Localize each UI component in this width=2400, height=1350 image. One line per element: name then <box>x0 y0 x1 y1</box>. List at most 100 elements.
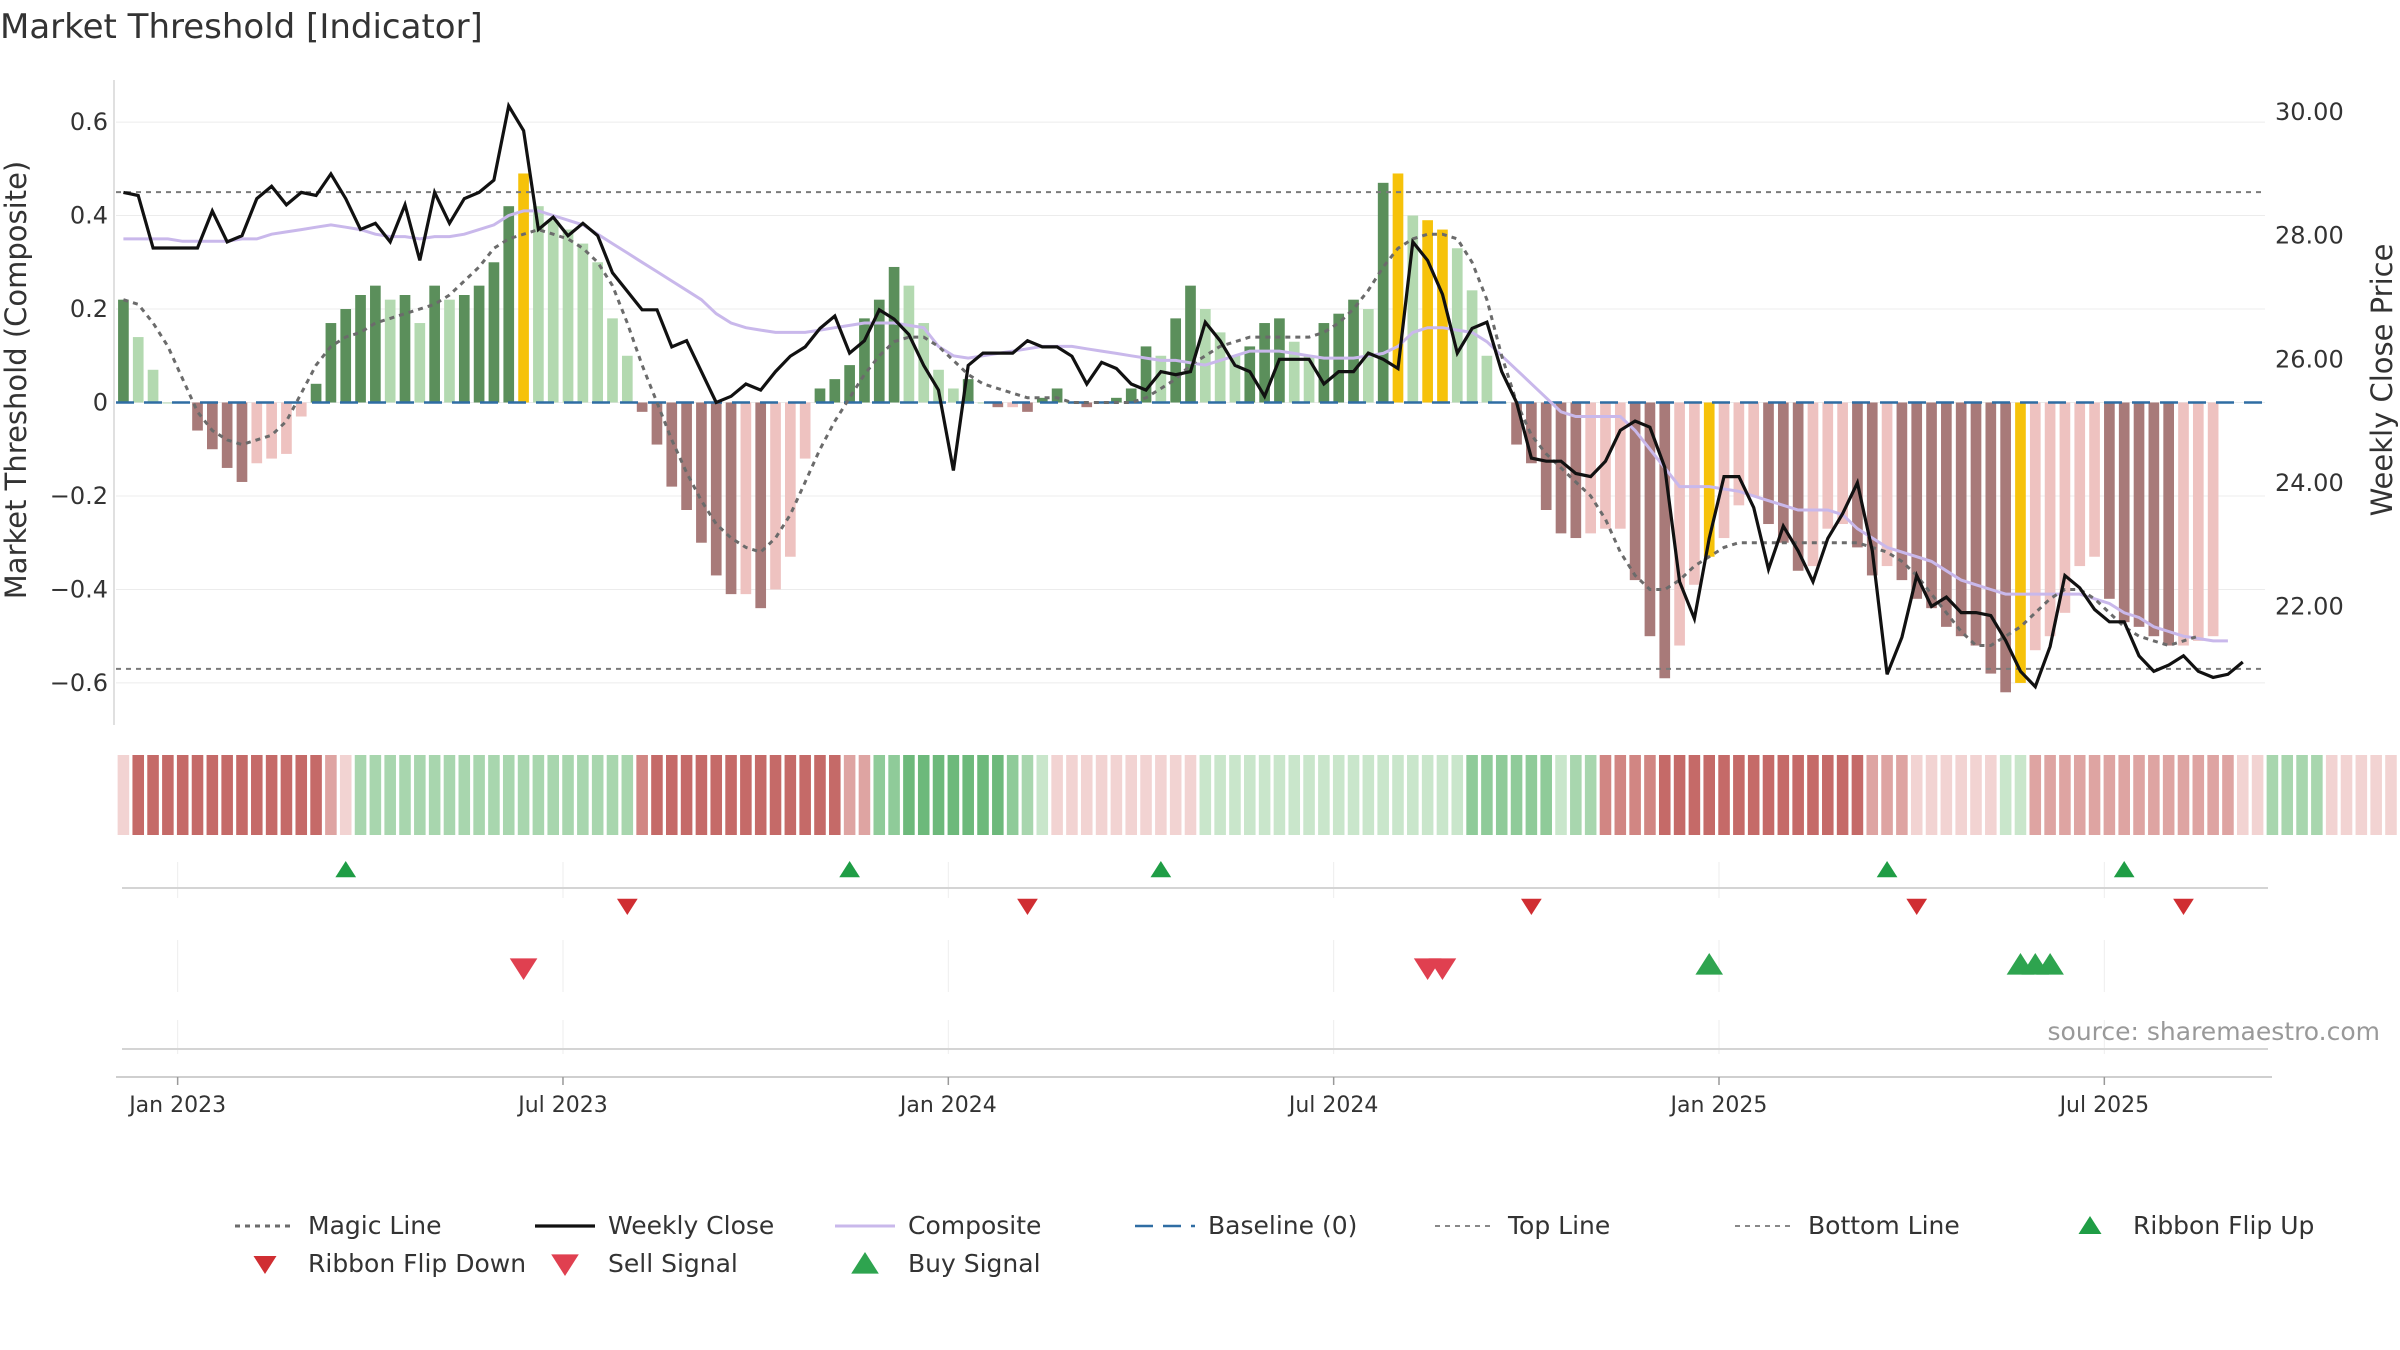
ribbon-cell <box>2059 755 2071 835</box>
ribbon-cell <box>725 755 737 835</box>
composite-bar <box>2044 402 2056 637</box>
ribbon-cell <box>2236 755 2249 835</box>
ribbon-cell <box>2118 755 2130 835</box>
composite-bar <box>948 388 959 403</box>
y2-tick-label: 22.00 <box>2275 592 2344 620</box>
ribbon-cell <box>1021 755 1034 835</box>
ribbon-cell <box>458 755 471 835</box>
composite-bar <box>2000 402 2011 693</box>
ribbon-cell <box>1762 755 1775 835</box>
composite-bar <box>1481 355 1493 403</box>
composite-bar <box>636 402 648 412</box>
y-axis-right: 30.00 28.00 26.00 24.00 22.00 <box>2275 98 2344 620</box>
y2-tick-label: 28.00 <box>2275 222 2344 250</box>
legend-item: Buy Signal <box>851 1249 1041 1278</box>
composite-bar <box>562 229 574 403</box>
composite-bar <box>1051 388 1063 403</box>
composite-bar <box>1377 182 1389 403</box>
ribbon-cell <box>1540 755 1552 835</box>
composite-bar <box>859 318 870 403</box>
ribbon-cell <box>2207 755 2219 835</box>
composite-bar <box>2148 402 2160 637</box>
ribbon-cell <box>1377 755 1389 835</box>
composite-bar <box>592 262 604 403</box>
composite-bar <box>2015 402 2026 683</box>
composite-bar <box>1866 402 1878 576</box>
composite-bar <box>281 402 292 454</box>
magic-line <box>122 228 2199 648</box>
legend-label: Buy Signal <box>908 1249 1041 1278</box>
ribbon-cell <box>1051 755 1063 835</box>
composite-bar <box>710 402 722 576</box>
ribbon-cell <box>1733 755 1745 835</box>
composite-bar <box>1881 402 1893 567</box>
composite-bar <box>888 266 900 403</box>
composite-bar <box>488 262 500 403</box>
ribbon-flip-up-marker <box>2113 861 2135 878</box>
composite-bar <box>2029 402 2041 651</box>
legend-item: Top Line <box>1435 1211 1610 1240</box>
y-axis-left: 0.6 0.4 0.2 0 −0.2 −0.4 −0.6 <box>50 80 115 725</box>
ribbon-cell <box>1866 755 1879 835</box>
composite-bar <box>444 299 455 403</box>
composite-bar <box>132 337 144 403</box>
legend-swatch <box>253 1256 277 1274</box>
composite-bar <box>1022 402 1033 412</box>
composite-bar <box>473 285 485 403</box>
composite-bar <box>251 402 263 464</box>
composite-bar <box>1792 402 1804 571</box>
ribbon-cell <box>1229 755 1241 835</box>
ribbon-cell <box>1896 755 1908 835</box>
ribbon-cell <box>1155 755 1167 835</box>
y-tick-label: −0.6 <box>50 669 108 697</box>
ribbon-cell <box>1629 755 1641 835</box>
ribbon-cell <box>888 755 900 835</box>
legend-item: Bottom Line <box>1735 1211 1960 1240</box>
legend-swatch <box>551 1254 579 1276</box>
composite-bar <box>221 402 233 468</box>
ribbon-cell <box>132 755 145 835</box>
ribbon-cell <box>1673 755 1686 835</box>
ribbon-cell <box>191 755 204 835</box>
ribbon-cell <box>1347 755 1360 835</box>
ribbon-cell <box>310 755 322 835</box>
ribbon-cell <box>384 755 396 835</box>
ribbon-flip-up-marker <box>1876 861 1898 878</box>
ribbon-cell <box>1881 755 1893 835</box>
ribbon-cell <box>280 755 293 835</box>
ribbon-cell <box>517 755 530 835</box>
composite-bar <box>1659 402 1671 679</box>
ribbon-cell <box>1614 755 1627 835</box>
composite-bar <box>1081 402 1093 408</box>
composite-bar <box>2059 402 2071 613</box>
ribbon-cell <box>1925 755 1938 835</box>
ribbon-cell <box>562 755 574 835</box>
ribbon-cell <box>784 755 797 835</box>
source-label: source: sharemaestro.com <box>2048 1017 2381 1046</box>
composite-bar <box>770 402 781 590</box>
composite-bar <box>2104 402 2115 599</box>
ribbon-cell <box>1318 755 1330 835</box>
ribbon-cell <box>2177 755 2190 835</box>
composite-bar <box>1303 355 1315 403</box>
ribbon-cell <box>1792 755 1804 835</box>
ribbon-cell <box>2281 755 2294 835</box>
ribbon-cell <box>1392 755 1404 835</box>
ribbon-cell <box>977 755 989 835</box>
composite-bar <box>384 299 396 403</box>
ribbon-flip-down-marker <box>2173 898 2194 915</box>
composite-bar <box>399 295 411 403</box>
ribbon-flip-up-marker <box>1150 861 1172 878</box>
composite-bar <box>651 402 663 445</box>
legend: Magic Line Weekly Close Composite Baseline … <box>235 1211 2314 1278</box>
composite-bar <box>755 402 767 609</box>
composite-bar <box>458 295 470 403</box>
composite-bar <box>1763 402 1774 525</box>
composite-bar <box>2207 402 2219 637</box>
legend-swatch <box>2078 1216 2102 1234</box>
ribbon-cell <box>265 755 278 835</box>
ribbon-cell <box>636 755 648 835</box>
composite-bar <box>1600 402 1611 529</box>
ribbon-cell <box>2133 755 2145 835</box>
